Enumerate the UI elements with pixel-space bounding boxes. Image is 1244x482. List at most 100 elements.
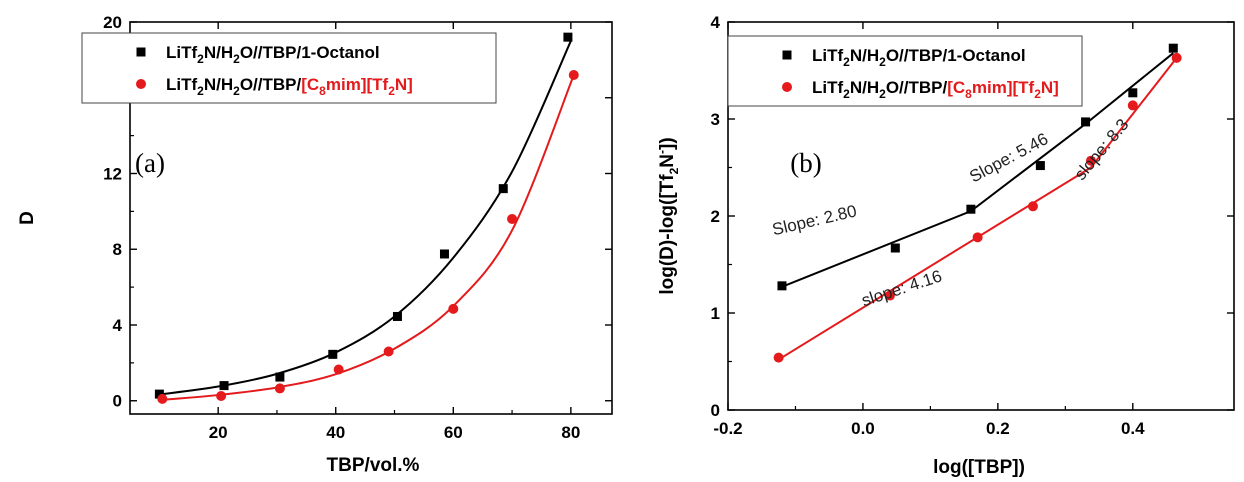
panel-b: -0.2 0.0 0.2 0.4 0 1 2 3 4 log([TBP]) log(D)-log([… bbox=[655, 13, 1235, 478]
legend-label-part: LiTf bbox=[166, 43, 197, 62]
y-axis-label-group: log(D)-log([Tf2N-]) bbox=[655, 137, 681, 294]
data-point-circle bbox=[1171, 52, 1182, 63]
legend-label-part: [C bbox=[301, 75, 319, 94]
x-axis-label: log([TBP]) bbox=[933, 457, 1025, 478]
y-tick-label: 4 bbox=[711, 13, 721, 32]
panel-a: 20406080048121620TBP/vol.%D(a)LiTf2N/H2O… bbox=[17, 13, 613, 476]
legend-label-part: LiTf bbox=[812, 78, 843, 97]
data-point-square bbox=[439, 249, 449, 259]
legend-box bbox=[727, 35, 1083, 107]
legend-label-part: O//TBP/ bbox=[240, 75, 302, 94]
data-point-square bbox=[392, 311, 402, 321]
y-tick-label: 0 bbox=[113, 392, 122, 411]
data-point-square bbox=[154, 389, 164, 399]
y-tick-label: 12 bbox=[103, 164, 122, 183]
data-point-circle bbox=[274, 383, 285, 394]
legend-marker-square bbox=[782, 50, 792, 60]
y-tick-label: 1 bbox=[711, 304, 720, 323]
y-tick-label: 20 bbox=[103, 13, 122, 32]
data-point-square bbox=[328, 349, 338, 359]
legend-label-part: 2 bbox=[843, 87, 850, 101]
data-point-circle bbox=[568, 70, 579, 81]
data-point-square bbox=[275, 372, 285, 382]
data-point-square bbox=[219, 381, 229, 391]
y-axis-label-part: N bbox=[657, 154, 678, 168]
x-tick-label: 60 bbox=[444, 423, 463, 442]
data-point-circle bbox=[773, 352, 784, 363]
y-axis-label: log(D)-log([Tf2N-]) bbox=[655, 137, 681, 294]
slope-annotation: Slope: 2.80 bbox=[770, 201, 858, 239]
fit-line-series-2 bbox=[778, 57, 1178, 361]
plot-frame bbox=[129, 21, 613, 415]
legend-label: LiTf2N/H2O//TBP/[C8mim][Tf2N] bbox=[812, 78, 1059, 101]
x-tick-label: 0.4 bbox=[1121, 419, 1145, 438]
legend-label: LiTf2N/H2O//TBP/[C8mim][Tf2N] bbox=[166, 75, 413, 98]
legend-label-part: 2 bbox=[843, 55, 850, 69]
x-axis-label: TBP/vol.% bbox=[327, 455, 420, 476]
legend-label-part: 8 bbox=[319, 84, 326, 98]
y-tick-label: 0 bbox=[711, 401, 720, 420]
legend-marker-circle bbox=[782, 82, 792, 92]
data-point-circle bbox=[448, 303, 459, 314]
data-point-square bbox=[1081, 117, 1091, 127]
y-axis-label-part: 2 bbox=[667, 167, 681, 174]
y-axis-label-group: D bbox=[17, 211, 38, 225]
legend-label-part: 2 bbox=[197, 52, 204, 66]
slope-annotation: slope: 4.16 bbox=[859, 266, 944, 310]
data-point-circle bbox=[383, 346, 394, 357]
data-point-square bbox=[966, 204, 976, 214]
legend-label-part: 2 bbox=[388, 84, 395, 98]
x-tick-label: 20 bbox=[209, 423, 228, 442]
legend-label-part: N] bbox=[395, 75, 413, 94]
y-axis-label-part: - bbox=[655, 150, 669, 154]
legend-label-part: mim][Tf bbox=[972, 78, 1035, 97]
data-point-circle bbox=[972, 232, 983, 243]
legend-label-part: LiTf bbox=[812, 46, 843, 65]
legend-label-part: N] bbox=[1041, 78, 1059, 97]
legend-label-part: 2 bbox=[233, 84, 240, 98]
fit-line-series-2 bbox=[162, 74, 575, 401]
slope-annotation: Slope: 5.46 bbox=[966, 129, 1051, 186]
data-point-square bbox=[1128, 88, 1138, 98]
panel-label: (b) bbox=[790, 148, 821, 178]
x-tick-label: 80 bbox=[561, 423, 580, 442]
legend-label-part: 2 bbox=[1034, 87, 1041, 101]
data-point-circle bbox=[507, 213, 518, 224]
legend-label-part: LiTf bbox=[166, 75, 197, 94]
legend-label-part: 2 bbox=[879, 87, 886, 101]
data-point-square bbox=[777, 281, 787, 291]
data-point-circle bbox=[333, 364, 344, 375]
legend-label-part: 2 bbox=[197, 84, 204, 98]
y-tick-label: 4 bbox=[113, 316, 123, 335]
data-point-circle bbox=[157, 393, 168, 404]
data-point-square bbox=[498, 184, 508, 194]
y-tick-label: 8 bbox=[113, 240, 122, 259]
y-axis-label: D bbox=[17, 211, 38, 225]
y-tick-label: 2 bbox=[711, 207, 720, 226]
data-point-square bbox=[1168, 43, 1178, 53]
x-tick-label: 40 bbox=[326, 423, 345, 442]
data-point-square bbox=[890, 243, 900, 253]
legend-label-part: O//TBP/1-Octanol bbox=[240, 43, 380, 62]
slope-annotation: slope: 8.3 bbox=[1071, 115, 1133, 184]
y-tick-label: 3 bbox=[711, 110, 720, 129]
data-point-circle bbox=[1127, 100, 1138, 111]
legend-label: LiTf2N/H2O//TBP/1-Octanol bbox=[166, 43, 380, 66]
legend-label-part: mim][Tf bbox=[326, 75, 389, 94]
data-point-circle bbox=[216, 391, 227, 402]
legend-label-part: N/H bbox=[850, 46, 879, 65]
legend-label-part: N/H bbox=[204, 43, 233, 62]
panel-label: (a) bbox=[135, 148, 165, 178]
legend-label-part: N/H bbox=[850, 78, 879, 97]
legend-label-part: 8 bbox=[965, 87, 972, 101]
legend-marker-square bbox=[136, 47, 146, 57]
y-axis-label-part: ]) bbox=[657, 137, 678, 150]
y-axis-label-part: log(D)-log([Tf bbox=[657, 174, 678, 295]
legend-label-part: O//TBP/ bbox=[886, 78, 948, 97]
legend-label-part: N/H bbox=[204, 75, 233, 94]
x-tick-label: 0.0 bbox=[851, 419, 875, 438]
legend-label-part: [C bbox=[947, 78, 965, 97]
data-point-circle bbox=[1085, 155, 1096, 166]
x-tick-label: 0.2 bbox=[986, 419, 1010, 438]
